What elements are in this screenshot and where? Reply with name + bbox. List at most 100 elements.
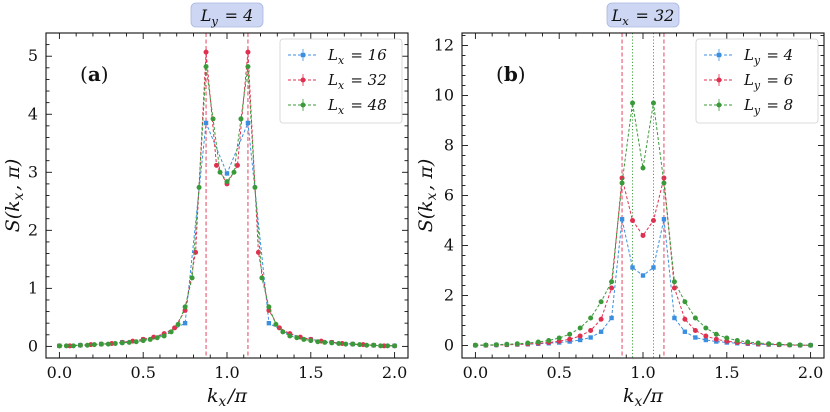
series-3 [56, 64, 398, 349]
x-tick-label: 1.5 [298, 363, 323, 382]
panel-title: Lx = 32 [611, 6, 675, 28]
data-point [91, 342, 97, 348]
data-point [322, 339, 328, 345]
data-point [514, 341, 520, 347]
data-point [175, 321, 181, 327]
data-point [385, 343, 391, 349]
legend-label: Ly = 4 [743, 46, 793, 67]
data-point [682, 329, 688, 334]
legend-box [695, 38, 819, 124]
data-point [84, 342, 90, 348]
data-point [525, 340, 531, 346]
legend-item-1: Ly = 4 [704, 46, 793, 67]
data-point [308, 338, 314, 344]
data-point [734, 338, 740, 343]
data-point [301, 336, 307, 342]
data-point [329, 340, 335, 346]
data-point [672, 315, 677, 321]
data-point [661, 217, 667, 222]
data-point [294, 335, 300, 341]
y-tick-label: 10 [434, 86, 454, 105]
legend-item-3: Ly = 8 [704, 96, 793, 117]
data-point [381, 343, 387, 349]
data-point [640, 233, 646, 238]
data-point [588, 335, 593, 340]
data-point [703, 337, 709, 343]
series-line-3 [475, 102, 811, 346]
data-point [797, 342, 803, 348]
data-point [252, 184, 258, 190]
data-point [350, 341, 356, 347]
data-point [224, 171, 230, 176]
data-point [692, 328, 698, 333]
data-point [630, 218, 636, 223]
y-tick-label: 4 [28, 104, 38, 123]
data-point [371, 342, 377, 348]
data-point [77, 342, 83, 348]
data-point [650, 100, 656, 106]
data-point [693, 335, 698, 340]
data-point [259, 275, 265, 281]
x-tick-label: 1.5 [714, 363, 739, 382]
data-point [245, 49, 251, 55]
data-point [168, 329, 174, 335]
data-point [154, 335, 160, 341]
data-point [231, 169, 237, 175]
y-tick-label: 8 [444, 136, 454, 155]
data-point [245, 120, 251, 126]
data-point [203, 49, 209, 55]
legend-marker [300, 77, 306, 83]
data-point [245, 64, 251, 70]
legend-box [279, 38, 403, 124]
data-point [671, 285, 677, 291]
data-point [224, 179, 230, 185]
data-point [483, 342, 489, 348]
data-point [703, 333, 709, 339]
panel-tag: (b) [496, 62, 526, 86]
x-tick-label: 2.0 [798, 363, 823, 382]
data-point [630, 100, 636, 106]
data-point [336, 340, 342, 346]
y-tick-label: 4 [444, 236, 454, 255]
data-point [651, 265, 656, 270]
data-point [504, 341, 510, 347]
legend-label: Ly = 6 [743, 71, 794, 92]
data-point [661, 175, 667, 181]
data-point [546, 338, 552, 343]
y-tick-label: 3 [28, 162, 38, 181]
data-point [619, 180, 625, 186]
data-point [238, 116, 244, 122]
data-point [56, 343, 62, 349]
data-point [392, 343, 398, 349]
data-point [609, 285, 615, 291]
x-tick-label: 1.0 [214, 363, 239, 382]
data-point [472, 342, 478, 348]
data-point [588, 328, 594, 333]
data-point [556, 335, 562, 341]
legend-marker [300, 52, 306, 58]
data-point [588, 315, 594, 321]
x-tick-label: 0.0 [47, 363, 72, 382]
data-point [640, 273, 646, 278]
data-point [766, 341, 772, 347]
legend-label: Ly = 8 [743, 96, 793, 117]
data-point [682, 299, 688, 305]
data-point [577, 337, 583, 343]
y-tick-label: 2 [444, 286, 454, 305]
panel-tag: (a) [80, 62, 109, 86]
data-point [189, 275, 195, 281]
data-point [630, 265, 635, 270]
data-point [713, 331, 719, 337]
x-tick-label: 0.5 [130, 363, 155, 382]
y-tick-label: 1 [28, 278, 38, 297]
data-point [119, 340, 125, 346]
panel-title-box [190, 2, 264, 28]
panel-title: Ly = 4 [200, 6, 254, 28]
legend-marker [716, 52, 722, 58]
data-point [598, 299, 604, 305]
data-point [378, 343, 384, 349]
legend-marker [716, 102, 722, 108]
data-point [273, 321, 279, 327]
data-point [203, 64, 209, 70]
data-point [105, 341, 111, 347]
